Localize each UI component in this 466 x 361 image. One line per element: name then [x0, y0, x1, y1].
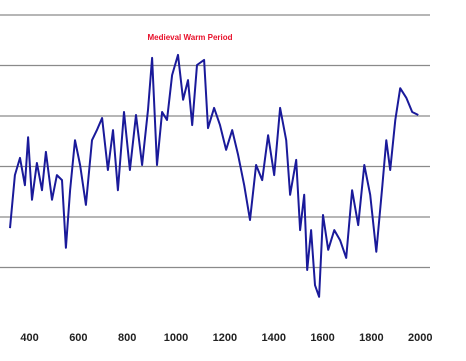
x-tick-label: 600	[69, 332, 87, 344]
x-tick-label: 1400	[261, 332, 285, 344]
x-tick-label: 2000	[408, 332, 432, 344]
x-tick-label: 1600	[310, 332, 334, 344]
x-tick-label: 800	[118, 332, 136, 344]
x-tick-label: 1200	[213, 332, 237, 344]
x-tick-label: 1000	[164, 332, 188, 344]
data-line	[9, 53, 419, 298]
annotation: Medieval Warm Period	[147, 33, 232, 42]
x-tick-label: 400	[20, 332, 38, 344]
x-tick-label: 1800	[359, 332, 383, 344]
